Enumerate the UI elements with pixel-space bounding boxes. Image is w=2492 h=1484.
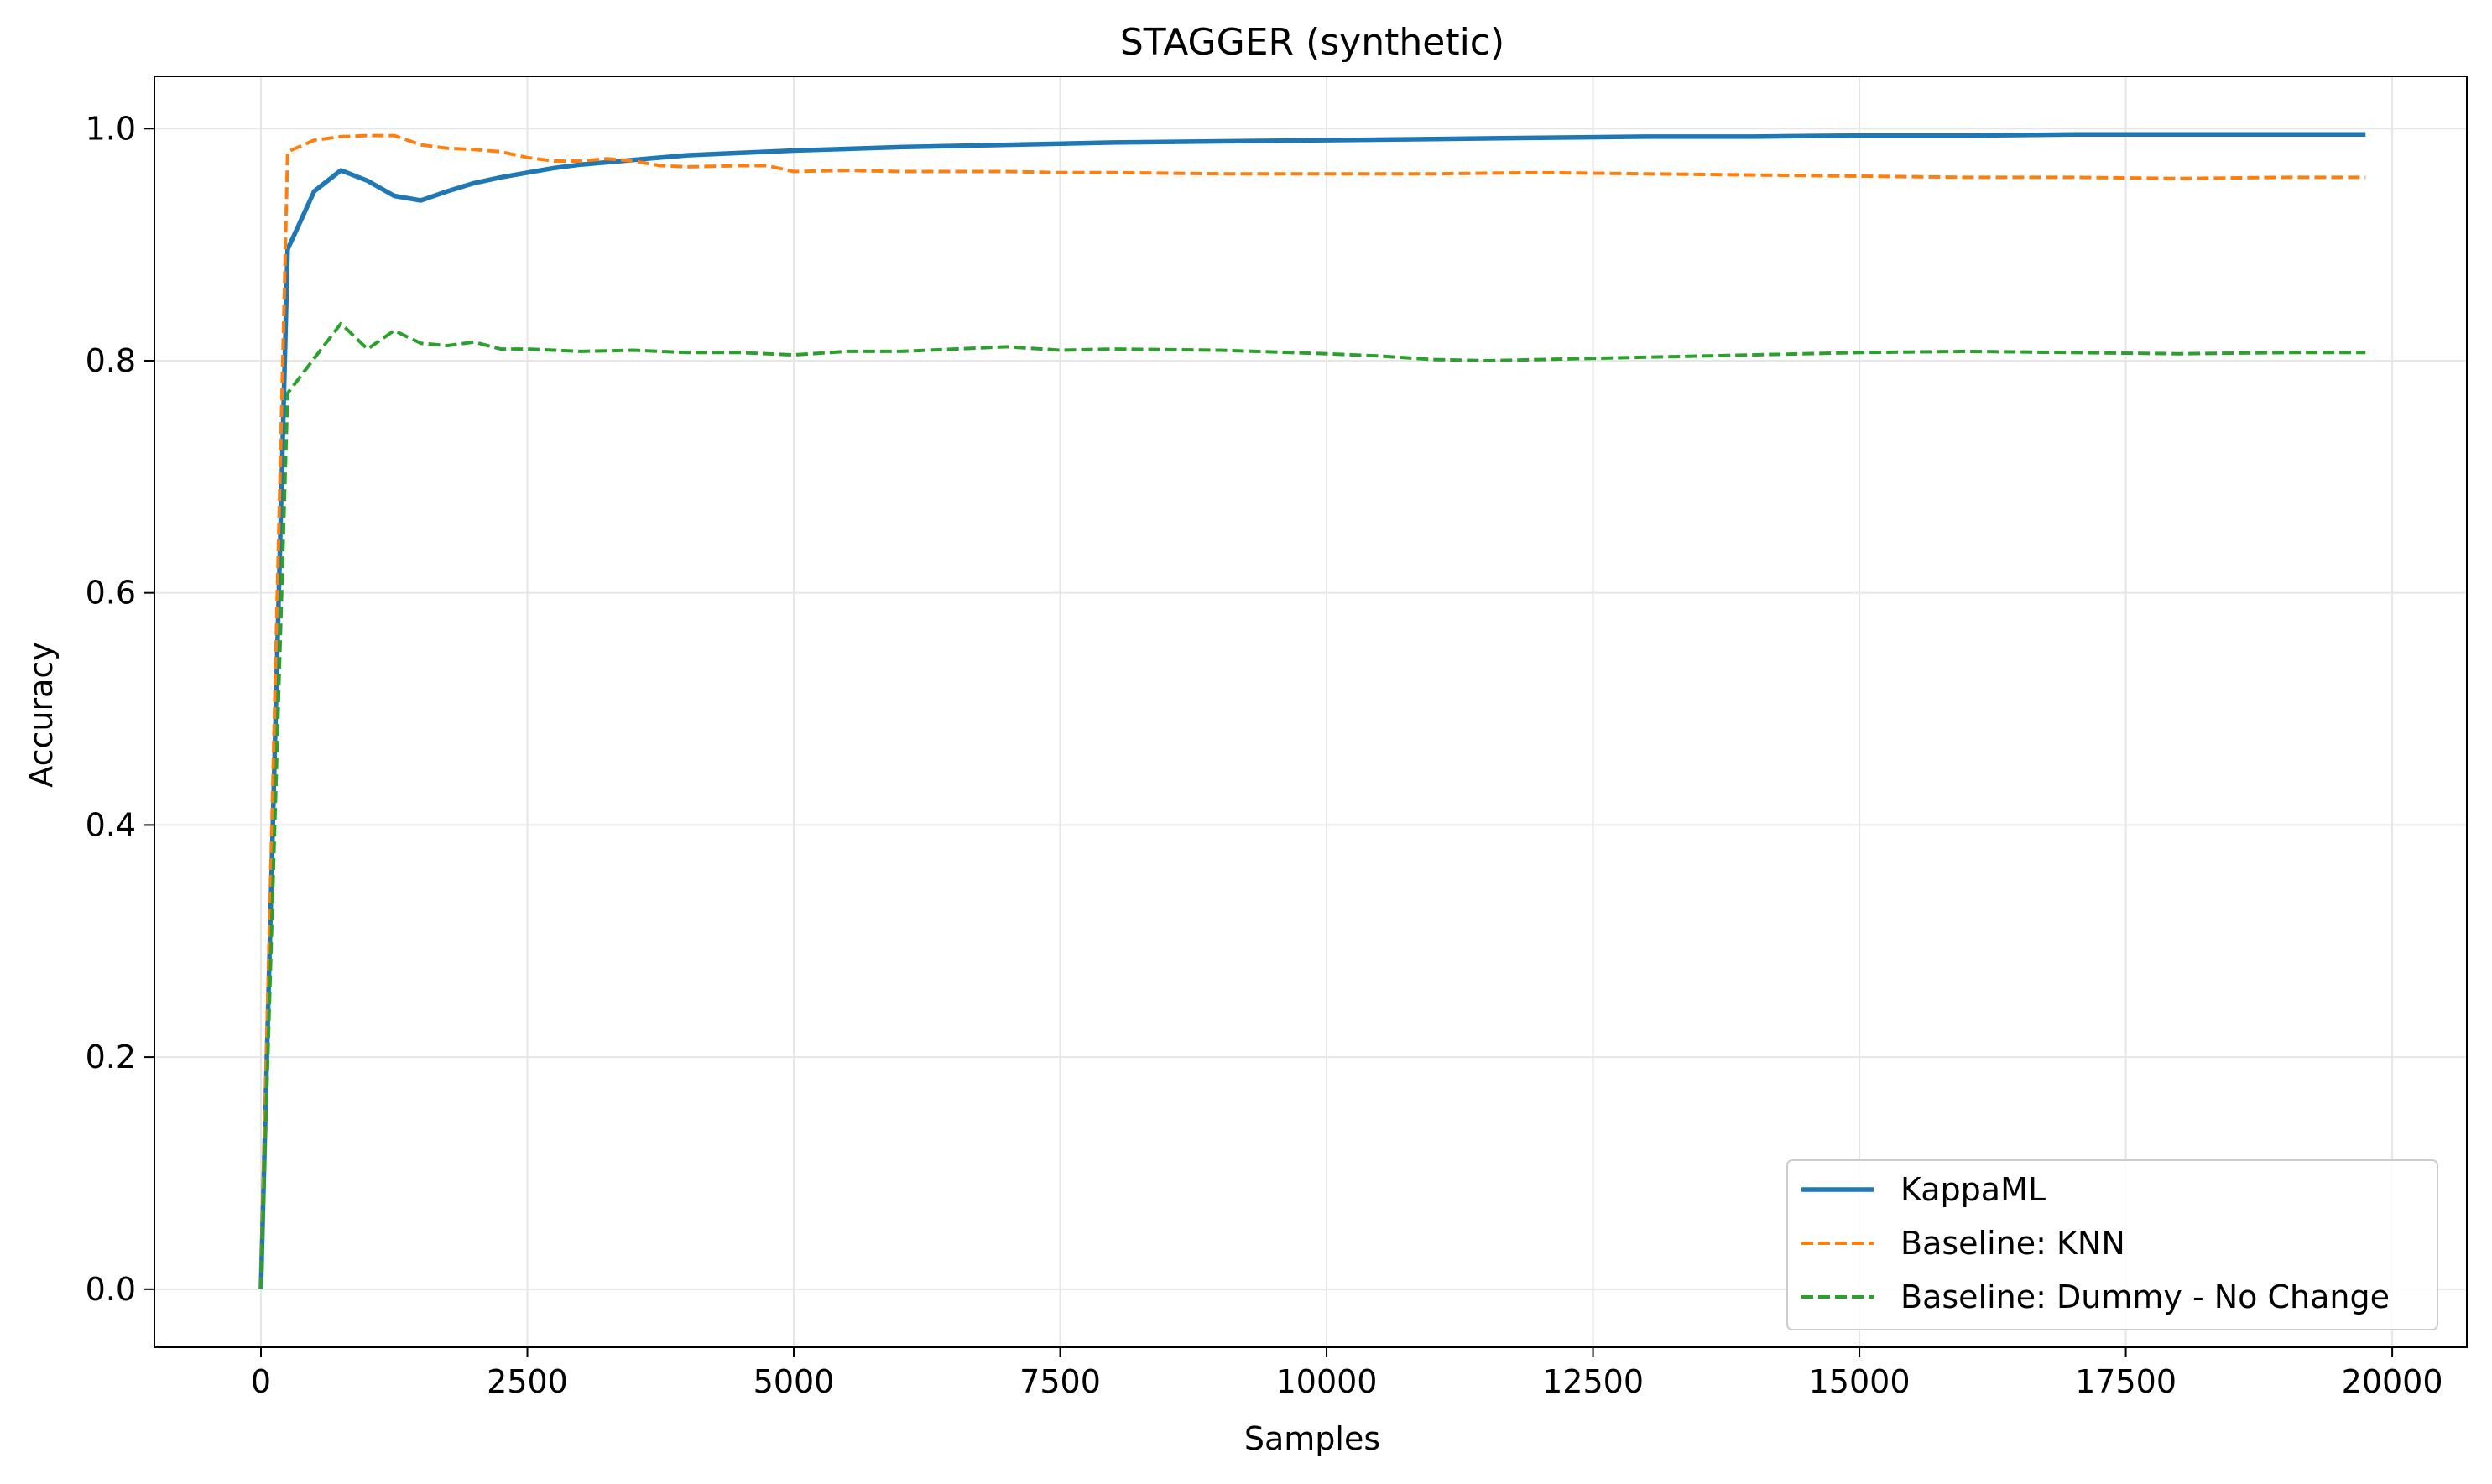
y-tick-label: 0.4 [86, 806, 136, 843]
legend-label-1: KappaML [1900, 1171, 2046, 1208]
x-tick-label: 10000 [1276, 1363, 1378, 1400]
x-axis-label: Samples [1244, 1420, 1380, 1457]
y-tick-label: 0.2 [86, 1039, 136, 1075]
y-tick-label: 1.0 [86, 110, 136, 147]
legend: KappaML Baseline: KNN Baseline: Dummy - No… [1786, 1159, 2438, 1330]
x-tick-label: 20000 [2342, 1363, 2443, 1400]
x-tick-label: 0 [251, 1363, 271, 1400]
x-tick-label: 7500 [1019, 1363, 1101, 1400]
x-tick-label: 15000 [1809, 1363, 1911, 1400]
y-tick-label: 0.6 [86, 575, 136, 612]
legend-box [1786, 1159, 2438, 1330]
x-tick-label: 2500 [487, 1363, 568, 1400]
legend-label-3: Baseline: Dummy - No Change [1900, 1278, 2390, 1315]
plot-frame [154, 76, 2468, 1348]
x-tick-label: 5000 [753, 1363, 835, 1400]
series-line-1 [258, 132, 2366, 1289]
y-axis-label: Accuracy [23, 642, 60, 788]
x-tick-label: 12500 [1542, 1363, 1644, 1400]
legend-label-2: Baseline: KNN [1900, 1225, 2125, 1262]
chart-title: STAGGER (synthetic) [1120, 21, 1504, 64]
series-line-2 [259, 133, 2366, 1289]
series-line-3 [259, 321, 2366, 1289]
y-tick-label: 0.8 [86, 342, 136, 379]
axis-ticks: 0 2500 5000 7500 10000 12500 15000 17500 20000 0.… [86, 110, 2443, 1400]
x-tick-label: 17500 [2075, 1363, 2177, 1400]
series-lines [258, 132, 2366, 1289]
y-tick-label: 0.0 [86, 1271, 136, 1308]
